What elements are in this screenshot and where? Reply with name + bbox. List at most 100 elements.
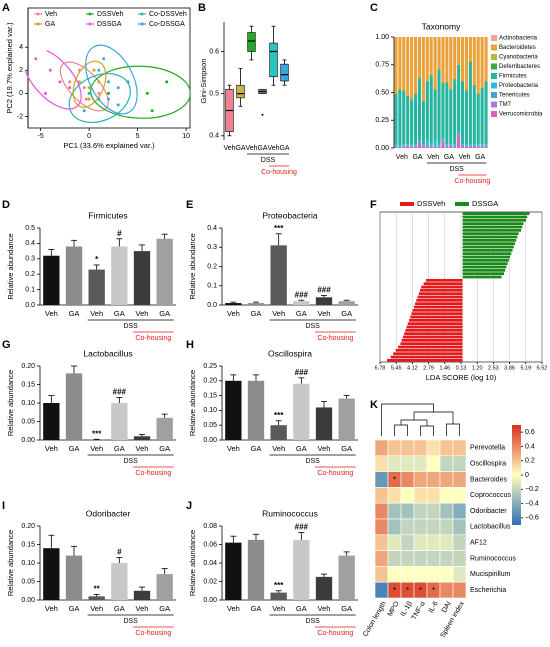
lda-bar bbox=[412, 308, 463, 312]
chart-title: Oscillospira bbox=[268, 348, 312, 358]
legend-label: DSSVeh bbox=[97, 11, 124, 18]
significance: *** bbox=[274, 581, 284, 590]
lda-bar bbox=[395, 348, 463, 352]
row-label: Odoribacter bbox=[470, 508, 507, 515]
box bbox=[269, 42, 278, 78]
y-tick-label: 0.3 bbox=[207, 244, 217, 251]
bar-segment bbox=[410, 146, 414, 148]
bar bbox=[247, 380, 265, 440]
x-tick-label: 6.52 bbox=[537, 365, 548, 371]
bar-segment bbox=[394, 37, 398, 94]
legend-key bbox=[491, 44, 497, 51]
lda-bar bbox=[462, 272, 504, 276]
bar-segment bbox=[445, 144, 449, 146]
lda-bar bbox=[462, 255, 511, 259]
x-tick-label: GA bbox=[159, 309, 170, 318]
y-tick-label: 0.20 bbox=[21, 523, 35, 530]
lda-bar bbox=[462, 258, 509, 262]
bar-segment bbox=[402, 37, 406, 91]
bar-segment bbox=[433, 145, 437, 147]
column-label: IL-6 bbox=[428, 600, 440, 614]
bar bbox=[133, 590, 151, 600]
x-tick-label: Veh bbox=[227, 309, 240, 318]
point bbox=[87, 91, 91, 95]
bar-segment bbox=[429, 145, 433, 147]
bar-segment bbox=[484, 144, 488, 146]
column-label: TNF-α bbox=[411, 600, 427, 621]
x-tick-label: 2.53 bbox=[488, 365, 499, 371]
panel-letter: K bbox=[370, 399, 378, 411]
bar-segment bbox=[468, 144, 472, 146]
bar-segment bbox=[413, 93, 418, 95]
bar-segment bbox=[449, 145, 453, 148]
panel-letter: D bbox=[2, 199, 10, 211]
point bbox=[34, 57, 38, 61]
x-tick-label: GA bbox=[251, 444, 262, 453]
bar-segment bbox=[410, 99, 414, 101]
x-tick-label: Veh bbox=[458, 154, 470, 161]
x-tick-label: Veh bbox=[227, 444, 240, 453]
chart-title: Taxonomy bbox=[422, 21, 461, 31]
point bbox=[116, 103, 120, 107]
bar bbox=[315, 576, 333, 600]
bar-segment bbox=[464, 146, 469, 148]
point bbox=[92, 68, 96, 72]
legend-key bbox=[491, 35, 497, 41]
x-tick-label: GA bbox=[279, 145, 289, 152]
x-tick-label: GA bbox=[257, 145, 267, 152]
heat-cell bbox=[452, 455, 467, 472]
bar-segment bbox=[398, 90, 402, 146]
significance: *** bbox=[92, 429, 102, 438]
bar-segment bbox=[429, 74, 433, 76]
lda-bar bbox=[390, 355, 463, 359]
bar bbox=[133, 436, 151, 440]
legend-label: Cyanobacteria bbox=[499, 55, 538, 61]
x-tick-label: GA bbox=[114, 444, 125, 453]
bar bbox=[270, 425, 287, 440]
bar-segment bbox=[468, 62, 472, 145]
point bbox=[77, 80, 81, 84]
bar-segment bbox=[457, 65, 461, 133]
group-label: Co-housing bbox=[317, 630, 353, 637]
x-tick-label: 4.12 bbox=[407, 365, 418, 371]
bar bbox=[247, 303, 265, 305]
y-tick-label: 1.00 bbox=[375, 34, 389, 41]
heat-cell bbox=[413, 502, 428, 520]
point bbox=[68, 80, 72, 84]
bar-segment bbox=[472, 85, 476, 144]
significance: * bbox=[432, 586, 435, 595]
bar-segment bbox=[425, 82, 429, 141]
bar bbox=[293, 383, 310, 440]
lda-bar bbox=[393, 352, 463, 356]
bar-segment bbox=[441, 139, 445, 141]
point bbox=[58, 80, 62, 84]
chart-title: Odoribacter bbox=[86, 508, 131, 518]
y-tick-label: 0.0 bbox=[207, 302, 217, 309]
bar-segment bbox=[394, 145, 398, 147]
bar-segment bbox=[421, 37, 425, 102]
bar-segment bbox=[413, 94, 418, 145]
x-axis-label: LDA SCORE (log 10) bbox=[426, 373, 497, 382]
point bbox=[87, 97, 91, 101]
x-tick-label: 3.86 bbox=[504, 365, 515, 371]
significance: ### bbox=[113, 388, 127, 397]
bar-segment bbox=[484, 81, 488, 83]
bar-segment bbox=[425, 81, 429, 83]
point bbox=[82, 86, 86, 90]
bar-segment bbox=[460, 144, 465, 146]
x-tick-label: GA bbox=[475, 154, 485, 161]
panel-letter: H bbox=[186, 339, 194, 351]
colorbar-tick-label: 0 bbox=[525, 472, 529, 479]
legend-key bbox=[36, 22, 40, 26]
row-label: Lactobacillus bbox=[470, 524, 511, 531]
bar-segment bbox=[398, 145, 402, 147]
dendrogram bbox=[381, 403, 460, 436]
bar bbox=[65, 555, 83, 600]
legend-label: DSSVeh bbox=[417, 199, 445, 208]
x-tick-label: 10 bbox=[182, 133, 190, 140]
bar-segment bbox=[417, 140, 422, 142]
x-tick-label: GA bbox=[444, 154, 454, 161]
heat-cell bbox=[413, 518, 428, 536]
legend-key bbox=[491, 82, 497, 89]
point bbox=[107, 91, 111, 95]
